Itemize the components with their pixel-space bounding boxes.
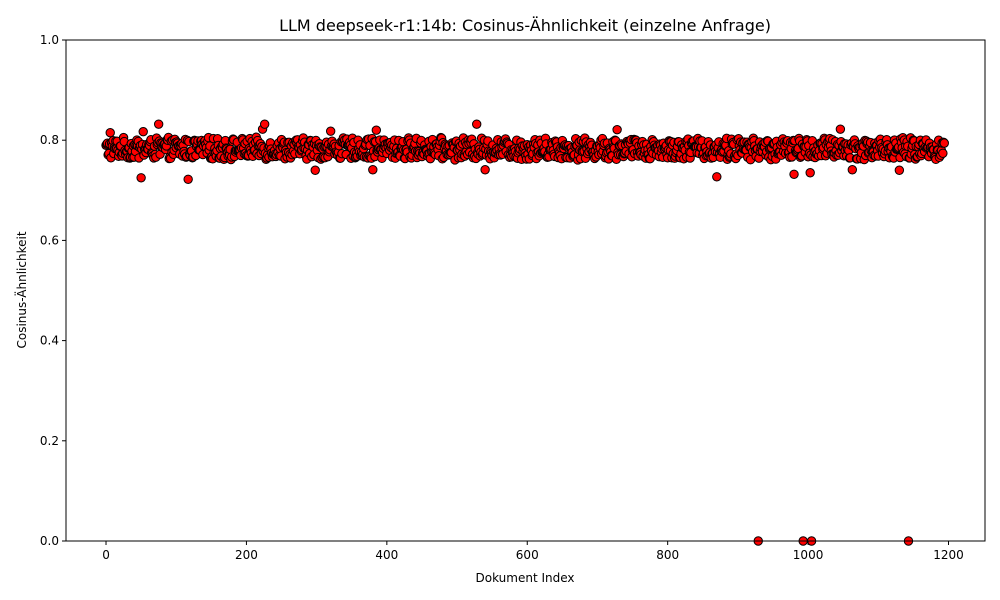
data-point [939,138,949,148]
data-point [847,165,858,175]
data-point [259,119,270,129]
data-point [371,125,382,135]
x-tick-label: 600 [516,548,539,562]
x-axis-title: Dokument Index [476,571,575,585]
x-tick-label: 0 [102,548,110,562]
data-point [325,126,336,136]
x-tick-label: 400 [375,548,398,562]
data-point [835,124,846,134]
x-tick-label: 1000 [793,548,824,562]
y-tick-label: 1.0 [40,33,59,47]
x-axis-ticks: 0 200 400 600 800 1000 1200 [102,541,964,562]
data-point [789,169,799,179]
plot-frame [65,39,986,542]
y-axis-title: Cosinus-Ähnlichkeit [14,231,29,348]
data-point [183,174,193,184]
x-tick-label: 1200 [933,548,964,562]
data-point [136,173,146,183]
data-point [894,165,905,175]
data-point [105,127,115,138]
y-axis-ticks: 0.0 0.2 0.4 0.6 0.8 1.0 [40,33,66,548]
y-tick-label: 0.4 [40,334,59,348]
data-point [153,119,164,129]
data-point [612,124,622,135]
y-tick-label: 0.8 [40,133,59,147]
data-point [138,126,148,137]
data-point [472,119,482,129]
data-point [480,165,490,175]
x-tick-label: 800 [656,548,679,562]
data-point [310,165,320,175]
y-tick-label: 0.0 [40,534,59,548]
data-point [805,168,815,178]
y-tick-label: 0.2 [40,434,59,448]
y-tick-label: 0.6 [40,233,59,247]
data-points [101,119,949,546]
x-tick-label: 200 [235,548,258,562]
data-point [712,172,722,182]
chart-title: LLM deepseek-r1:14b: Cosinus-Ähnlichkeit… [279,16,771,35]
data-point [938,148,948,158]
data-point [368,165,378,175]
